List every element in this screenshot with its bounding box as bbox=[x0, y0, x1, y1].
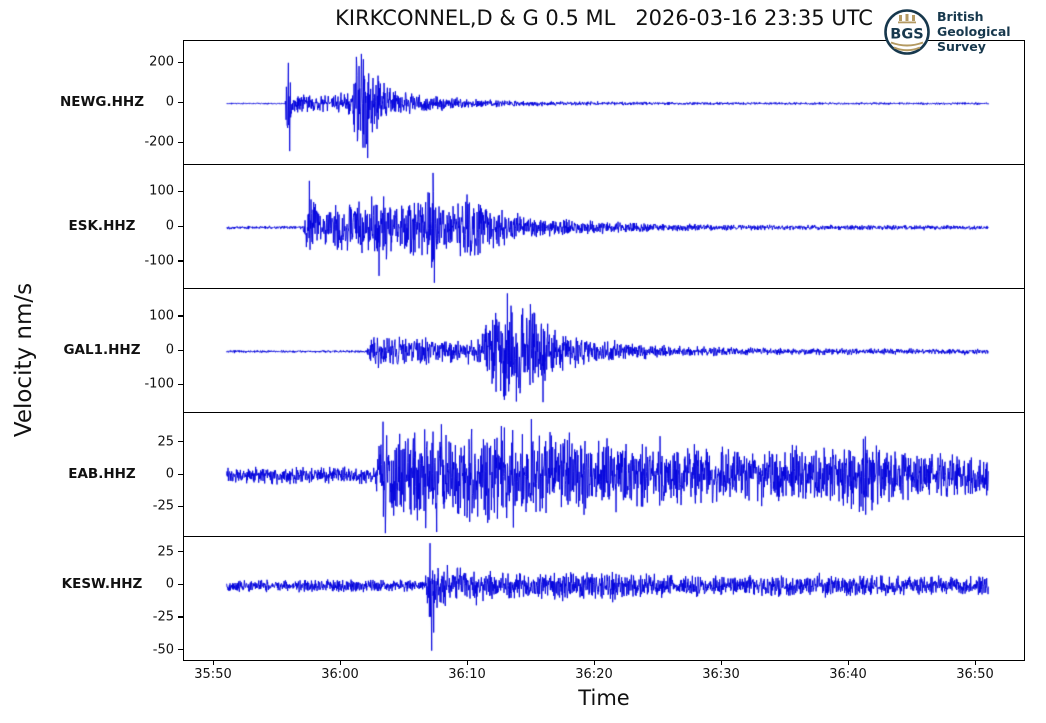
y-tick-mark bbox=[178, 616, 183, 618]
bgs-waves-icon bbox=[890, 41, 924, 52]
y-tick-label: 0 bbox=[165, 218, 174, 234]
y-tick-label: 0 bbox=[165, 342, 174, 358]
y-tick-label: -200 bbox=[144, 134, 174, 150]
x-tick-mark bbox=[466, 660, 468, 665]
x-tick-label: 36:50 bbox=[956, 667, 994, 682]
waveform-trace-eab-hhz bbox=[185, 414, 1025, 537]
station-label-kesw-hhz: KESW.HHZ bbox=[61, 576, 143, 593]
station-label-eab-hhz: EAB.HHZ bbox=[68, 466, 136, 482]
panel-eab-hhz bbox=[183, 412, 1025, 537]
bgs-text-line1: British bbox=[937, 9, 984, 24]
y-tick-label: -25 bbox=[152, 609, 174, 625]
x-tick-label: 36:00 bbox=[321, 667, 359, 682]
x-tick-label: 36:40 bbox=[829, 667, 867, 682]
station-label-esk-hhz: ESK.HHZ bbox=[68, 218, 136, 234]
y-tick-mark bbox=[178, 551, 183, 553]
y-tick-label: 100 bbox=[149, 308, 174, 324]
bgs-text-line2: Geological bbox=[937, 24, 1011, 39]
bgs-crown-icon bbox=[898, 14, 916, 24]
x-tick-mark bbox=[339, 660, 341, 665]
y-tick-mark bbox=[178, 505, 183, 507]
panel-gal1-hhz bbox=[183, 288, 1025, 413]
x-tick-label: 36:30 bbox=[702, 667, 740, 682]
waveform-trace-newg-hhz bbox=[185, 42, 1025, 165]
station-label-newg-hhz: NEWG.HHZ bbox=[59, 94, 144, 110]
y-tick-label: 200 bbox=[149, 54, 174, 70]
panel-newg-hhz bbox=[183, 40, 1025, 165]
bgs-logo: BGS British Geological Survey bbox=[884, 9, 1011, 55]
x-tick-mark bbox=[974, 660, 976, 665]
station-label-gal1-hhz: GAL1.HHZ bbox=[63, 342, 141, 358]
y-tick-label: -100 bbox=[144, 376, 174, 392]
waveform-trace-gal1-hhz bbox=[185, 290, 1025, 413]
bgs-text-line3: Survey bbox=[937, 39, 986, 54]
y-tick-mark bbox=[178, 61, 183, 63]
panel-kesw-hhz bbox=[183, 536, 1025, 661]
y-tick-label: 100 bbox=[149, 183, 174, 199]
y-tick-mark bbox=[178, 383, 183, 385]
y-tick-label: 0 bbox=[165, 576, 174, 592]
y-tick-mark bbox=[178, 190, 183, 192]
y-tick-mark bbox=[178, 583, 183, 585]
y-tick-mark bbox=[178, 101, 183, 103]
y-tick-label: 25 bbox=[157, 434, 174, 450]
y-tick-label: 25 bbox=[157, 544, 174, 560]
y-tick-mark bbox=[178, 260, 183, 262]
y-tick-label: -100 bbox=[144, 253, 174, 269]
panel-esk-hhz bbox=[183, 164, 1025, 289]
y-tick-label: 0 bbox=[165, 466, 174, 482]
figure-title: KIRKCONNEL,D & G 0.5 ML 2026-03-16 23:35… bbox=[335, 6, 873, 30]
bgs-abbr: BGS bbox=[890, 27, 923, 43]
x-tick-mark bbox=[847, 660, 849, 665]
y-tick-label: 0 bbox=[165, 94, 174, 110]
y-tick-label: -50 bbox=[152, 642, 174, 658]
y-tick-label: -25 bbox=[152, 498, 174, 514]
x-tick-label: 35:50 bbox=[194, 667, 232, 682]
y-tick-mark bbox=[178, 349, 183, 351]
x-axis-label: Time bbox=[578, 686, 630, 710]
x-tick-mark bbox=[212, 660, 214, 665]
waveform-trace-kesw-hhz bbox=[185, 538, 1025, 661]
waveform-panels bbox=[183, 40, 1025, 661]
x-tick-label: 36:10 bbox=[448, 667, 486, 682]
y-tick-mark bbox=[178, 473, 183, 475]
y-axis-label: Velocity nm/s bbox=[11, 282, 37, 438]
x-tick-label: 36:20 bbox=[575, 667, 613, 682]
y-tick-mark bbox=[178, 649, 183, 651]
y-tick-mark bbox=[178, 141, 183, 143]
y-tick-mark bbox=[178, 441, 183, 443]
x-tick-mark bbox=[720, 660, 722, 665]
waveform-trace-esk-hhz bbox=[185, 166, 1025, 289]
y-tick-mark bbox=[178, 315, 183, 317]
bgs-logo-circle bbox=[884, 9, 930, 55]
y-tick-mark bbox=[178, 225, 183, 227]
x-tick-mark bbox=[593, 660, 595, 665]
